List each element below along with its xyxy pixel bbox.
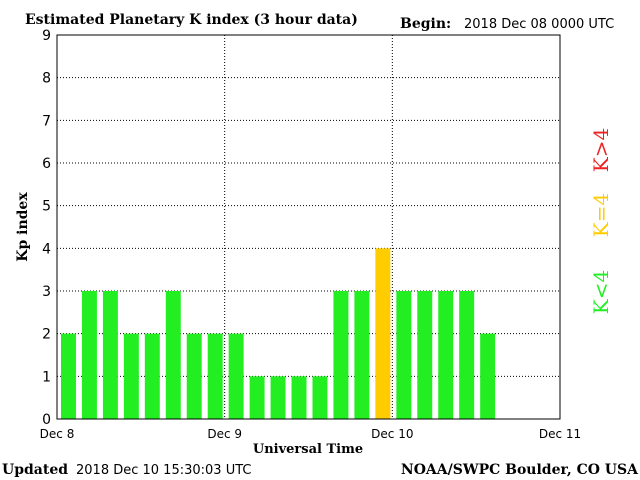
kp-bar [228, 333, 244, 419]
begin-value: 2018 Dec 08 0000 UTC [464, 17, 614, 32]
kp-bar [144, 333, 160, 419]
kp-bar [186, 333, 202, 419]
grid-lines [57, 35, 560, 419]
x-tick-label: Dec 9 [207, 427, 242, 441]
x-axis-label: Universal Time [253, 442, 363, 457]
kp-bar [459, 291, 475, 419]
bars-group [61, 248, 496, 419]
kp-bar [438, 291, 454, 419]
y-tick-label: 0 [42, 412, 51, 428]
kp-bar [396, 291, 412, 419]
kp-bar [81, 291, 97, 419]
kp-bar [354, 291, 370, 419]
y-tick-label: 3 [42, 284, 51, 300]
kp-bar [270, 376, 286, 419]
kp-bar [291, 376, 307, 419]
updated-value: 2018 Dec 10 15:30:03 UTC [76, 463, 251, 478]
chart-title: Estimated Planetary K index (3 hour data… [25, 12, 358, 28]
x-tick-label: Dec 11 [539, 427, 581, 441]
y-tick-label: 7 [42, 113, 51, 129]
y-tick-label: 1 [42, 369, 51, 385]
x-tick-labels: Dec 8 Dec 9 Dec 10 Dec 11 [40, 427, 581, 441]
x-tick-label: Dec 10 [371, 427, 413, 441]
x-tick-label: Dec 8 [40, 427, 75, 441]
y-tick-label: 6 [42, 156, 51, 172]
updated-label: Updated [2, 462, 68, 478]
legend-moderate: K=4 [589, 193, 613, 237]
y-tick-label: 2 [42, 327, 51, 343]
y-tick-label: 4 [42, 241, 51, 257]
plot-frame [56, 34, 561, 420]
begin-label: Begin: [400, 16, 451, 32]
kp-bar [480, 333, 496, 419]
kp-bar [375, 248, 391, 419]
legend-quiet: K<4 [589, 270, 613, 314]
kp-bar [207, 333, 223, 419]
y-tick-label: 9 [42, 28, 51, 44]
y-tick-label: 5 [42, 199, 51, 215]
legend-storm: K>4 [589, 128, 613, 172]
y-tick-labels: 0 1 2 3 4 5 6 7 8 9 [42, 28, 51, 428]
y-axis-label: Kp index [15, 192, 31, 262]
kp-bar [249, 376, 265, 419]
kp-bar [61, 333, 76, 419]
kp-bar [333, 291, 349, 419]
kp-bar [123, 333, 139, 419]
kp-bar [417, 291, 433, 419]
kp-bar [165, 291, 181, 419]
kp-bar [312, 376, 328, 419]
y-tick-label: 8 [42, 71, 51, 87]
kp-bar [102, 291, 118, 419]
credit-text: NOAA/SWPC Boulder, CO USA [401, 462, 639, 478]
